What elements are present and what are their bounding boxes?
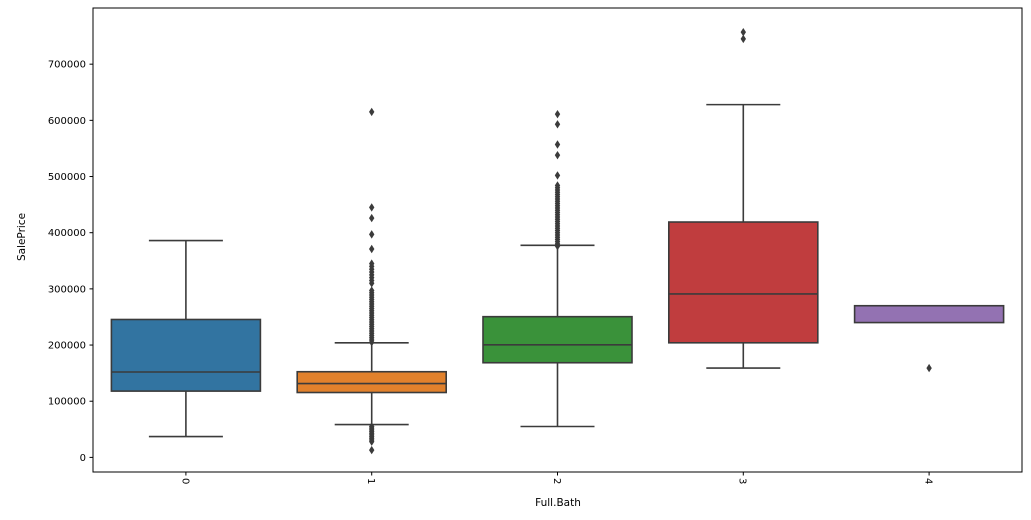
box-2 xyxy=(482,315,633,364)
y-tick-label: 100000 xyxy=(48,397,86,408)
y-axis-label: SalePrice xyxy=(16,212,28,262)
box-1 xyxy=(296,370,448,394)
y-tick-label: 400000 xyxy=(48,228,86,239)
x-tick-label: 4 xyxy=(923,478,934,484)
outlier-point xyxy=(369,213,375,223)
outlier-point xyxy=(926,363,932,373)
x-tick-label: 1 xyxy=(365,478,376,484)
y-tick-label: 200000 xyxy=(48,341,86,352)
y-tick-label: 600000 xyxy=(48,116,86,127)
outlier-point xyxy=(369,445,375,455)
outlier-point xyxy=(554,150,561,160)
outlier-point xyxy=(554,171,561,180)
outlier-point xyxy=(369,259,375,268)
outlier-point xyxy=(369,422,375,431)
outlier-point xyxy=(369,107,375,117)
outlier-point xyxy=(369,244,375,254)
box-4 xyxy=(853,304,1005,324)
outlier-point xyxy=(554,140,561,149)
outlier-point xyxy=(554,120,561,129)
x-tick-label: 2 xyxy=(551,478,562,484)
x-axis-label: Full.Bath xyxy=(535,497,581,509)
outlier-point xyxy=(369,203,375,212)
y-tick-label: 500000 xyxy=(48,172,86,183)
outlier-point xyxy=(740,34,746,44)
box-0 xyxy=(110,318,262,392)
y-tick-label: 700000 xyxy=(48,60,86,71)
y-tick-label: 300000 xyxy=(48,284,86,295)
outlier-point xyxy=(554,181,561,190)
outlier-point xyxy=(554,109,561,119)
outlier-point xyxy=(369,286,375,295)
box-3 xyxy=(667,221,819,344)
outlier-point xyxy=(369,230,375,239)
x-tick-label: 0 xyxy=(179,478,190,484)
x-tick-label: 3 xyxy=(737,478,748,484)
y-tick-label: 0 xyxy=(80,453,86,464)
outlier-point xyxy=(740,27,746,37)
